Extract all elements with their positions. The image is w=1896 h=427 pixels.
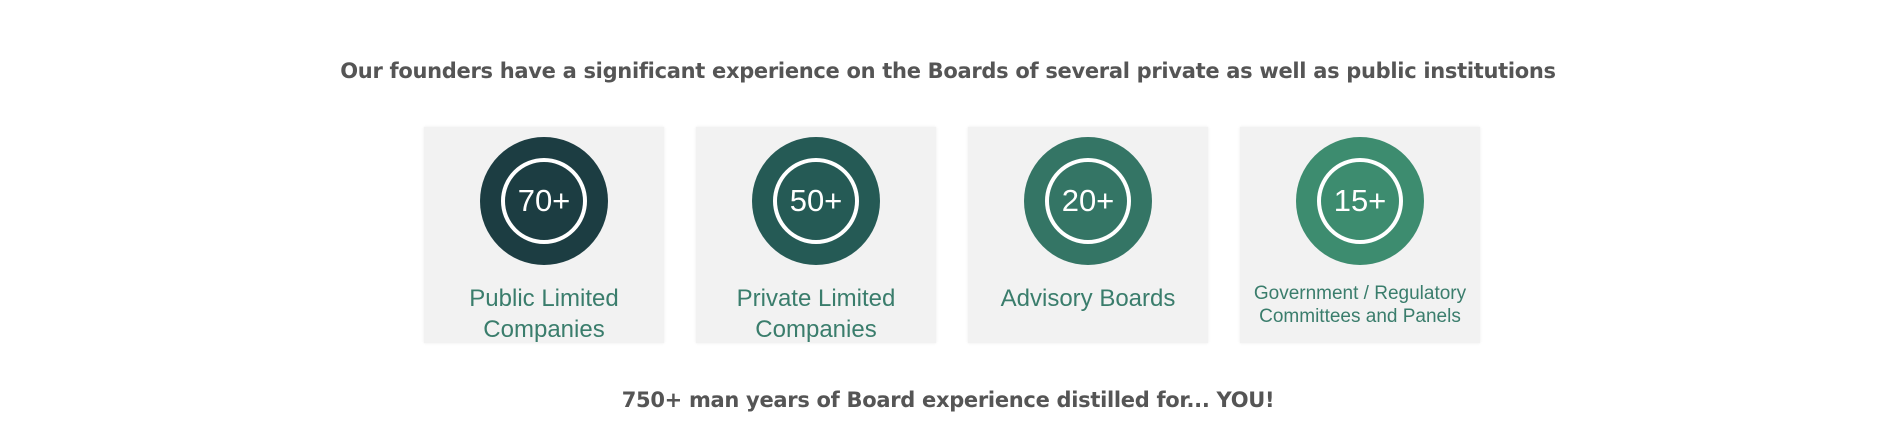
stat-label-line2: Companies (483, 316, 605, 343)
stat-label-line1: Government / Regulatory (1253, 283, 1467, 304)
stat-card-private-limited: 50+ Private Limited Companies (696, 127, 936, 343)
stat-label: Government / Regulatory Committees and P… (1240, 282, 1480, 328)
stat-circle: 15+ (1296, 137, 1424, 265)
headline: Our founders have a significant experien… (340, 59, 1556, 83)
stat-card-government-regulatory: 15+ Government / Regulatory Committees a… (1240, 127, 1480, 343)
footer-tagline: 750+ man years of Board experience disti… (621, 388, 1275, 412)
stat-label: Public Limited Companies (424, 283, 664, 345)
stat-value: 15+ (1317, 158, 1403, 244)
stat-circle: 20+ (1024, 137, 1152, 265)
stat-card-advisory-boards: 20+ Advisory Boards (968, 127, 1208, 343)
stat-value: 50+ (773, 158, 859, 244)
stat-circle: 70+ (480, 137, 608, 265)
stat-label: Private Limited Companies (696, 283, 936, 345)
stat-label-line2: Committees and Panels (1259, 306, 1461, 327)
stat-label-line1: Public Limited (469, 285, 619, 312)
stat-label: Advisory Boards (968, 283, 1208, 314)
stat-label-line1: Advisory Boards (1000, 285, 1176, 312)
stat-circle: 50+ (752, 137, 880, 265)
stat-value: 70+ (501, 158, 587, 244)
stat-label-line2: Companies (755, 316, 877, 343)
stat-label-line1: Private Limited (736, 285, 896, 312)
stat-card-public-limited: 70+ Public Limited Companies (424, 127, 664, 343)
stat-value: 20+ (1045, 158, 1131, 244)
